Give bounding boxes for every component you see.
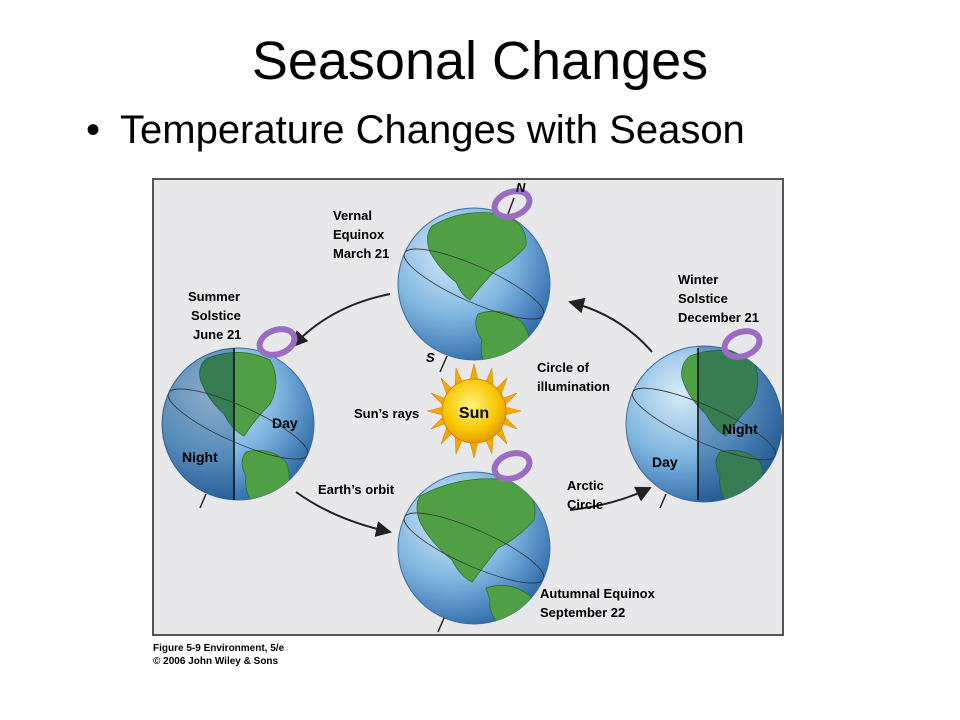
label-summer-name: Summer xyxy=(188,289,240,304)
label-sun: Sun xyxy=(459,405,489,422)
bullet-text: Temperature Changes with Season xyxy=(120,108,745,152)
label-earths-orbit: Earth’s orbit xyxy=(318,482,395,497)
sun-icon xyxy=(426,363,522,459)
rotation-arrow-icon xyxy=(256,326,298,358)
caption-line-2: © 2006 John Wiley & Sons xyxy=(153,656,279,667)
label-circle-illumination-1: Circle of xyxy=(537,360,590,375)
label-winter-night: Night xyxy=(722,421,758,437)
label-north: N xyxy=(516,180,526,195)
globe-autumnal-equinox xyxy=(397,471,551,633)
label-vernal-name2: Equinox xyxy=(333,227,385,242)
label-winter-name: Winter xyxy=(678,272,718,287)
label-summer-day: Day xyxy=(272,415,298,431)
label-summer-date: June 21 xyxy=(193,327,241,342)
rotation-arrow-icon xyxy=(721,328,763,360)
label-winter-name2: Solstice xyxy=(678,291,728,306)
label-winter-day: Day xyxy=(652,454,678,470)
orbit-arrow-autumn-winter xyxy=(569,486,652,511)
label-vernal-date: March 21 xyxy=(333,246,389,261)
slide-title: Seasonal Changes xyxy=(251,31,709,91)
orbit-arrow-summer-autumn xyxy=(295,491,392,537)
caption-line-1: Figure 5-9 Environment, 5/e xyxy=(153,643,285,654)
label-autumnal-date: September 22 xyxy=(540,605,625,620)
label-arctic-circle-1: Arctic xyxy=(567,478,604,493)
label-autumnal-name: Autumnal Equinox xyxy=(540,586,656,601)
label-south: S xyxy=(426,350,435,365)
label-summer-night: Night xyxy=(182,449,218,465)
globe-vernal-equinox xyxy=(397,197,551,373)
rotation-arrow-icon xyxy=(491,188,533,220)
figure-caption: Figure 5-9 Environment, 5/e © 2006 John … xyxy=(153,642,284,668)
bullet-item: • Temperature Changes with Season xyxy=(86,108,745,153)
label-suns-rays: Sun’s rays xyxy=(354,406,419,421)
bullet-dot: • xyxy=(86,108,101,152)
orbit-arrow-winter-vernal xyxy=(568,297,653,353)
label-summer-name2: Solstice xyxy=(191,308,241,323)
label-winter-date: December 21 xyxy=(678,310,759,325)
orbit-arrow-vernal-summer xyxy=(291,293,391,348)
label-arctic-circle-2: Circle xyxy=(567,497,603,512)
rotation-arrow-icon xyxy=(491,450,533,482)
globe-winter-solstice xyxy=(625,345,783,509)
label-vernal-name: Vernal xyxy=(333,208,372,223)
label-circle-illumination-2: illumination xyxy=(537,379,610,394)
